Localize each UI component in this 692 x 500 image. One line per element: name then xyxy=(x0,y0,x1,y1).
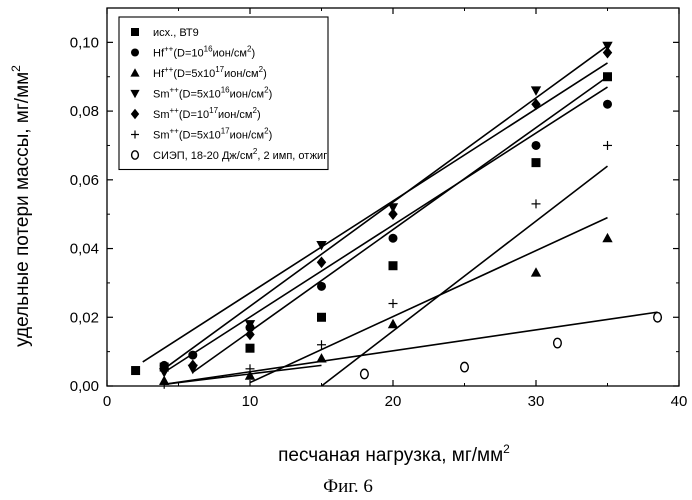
legend-label: СИЭП, 18-20 Дж/см2, 2 имп, отжиг xyxy=(153,147,327,162)
legend-label-text: ) xyxy=(269,89,273,101)
data-point-triangle-up xyxy=(531,267,541,276)
y-tick-label: 0,10 xyxy=(70,34,99,51)
legend-label-sup: ++ xyxy=(164,45,174,54)
data-point-circle xyxy=(131,49,139,57)
legend-label-sup: ++ xyxy=(164,65,174,74)
data-point-triangle-up xyxy=(316,353,326,362)
x-tick-label: 20 xyxy=(385,393,402,410)
data-point-diamond xyxy=(317,256,326,268)
legend-label-text: (D=10 xyxy=(173,48,203,60)
legend-label-text: Sm xyxy=(153,130,170,142)
x-axis-title-sup: 2 xyxy=(503,442,510,456)
legend-label-text: (D=5x10 xyxy=(179,89,221,101)
legend-label-text: исх., ВТ9 xyxy=(153,27,199,39)
data-point-square xyxy=(603,72,612,81)
data-point-plus xyxy=(603,141,612,150)
x-axis-title-text: песчаная нагрузка, мг/мм xyxy=(278,445,503,466)
legend-label-text: ион/см xyxy=(230,89,264,101)
legend-label-text: , 2 имп, отжиг xyxy=(257,150,327,162)
data-point-circle xyxy=(603,100,612,109)
data-point-square xyxy=(131,28,139,36)
fit-line-segment xyxy=(164,365,321,384)
legend-label-sup: ++ xyxy=(170,86,180,95)
legend-label-text: ) xyxy=(269,130,273,142)
legend-label-text: (D=10 xyxy=(179,109,209,121)
figure-caption: Фиг. 6 xyxy=(323,476,373,497)
x-tick-label: 0 xyxy=(103,393,111,410)
legend-label-text: (D=5x10 xyxy=(173,68,215,80)
x-tick-label: 10 xyxy=(242,393,259,410)
data-point-open-circle xyxy=(132,151,139,159)
legend-label-sup: ++ xyxy=(170,127,180,136)
y-axis-title: удельные потери массы, мг/мм2 xyxy=(9,65,33,347)
y-axis-title-text: удельные потери массы, мг/мм xyxy=(12,72,33,347)
legend: исх., ВТ9Hf++(D=1016ион/см2)Hf++(D=5x101… xyxy=(119,17,328,170)
legend-label-sup: ++ xyxy=(170,106,180,115)
y-axis-title-sup: 2 xyxy=(9,65,23,72)
x-axis-title: песчаная нагрузка, мг/мм2 xyxy=(278,442,510,466)
data-point-diamond xyxy=(388,208,397,220)
legend-label-text: СИЭП, 18-20 Дж/см xyxy=(153,150,253,162)
data-point-plus xyxy=(389,299,398,308)
legend-label-text: Sm xyxy=(153,109,170,121)
legend-label-text: ) xyxy=(257,109,261,121)
data-point-triangle-up xyxy=(388,319,398,328)
fit-line xyxy=(322,166,608,386)
legend-label-text: ион/см xyxy=(213,48,247,60)
data-point-square xyxy=(389,261,398,270)
legend-label: исх., ВТ9 xyxy=(153,27,199,39)
data-point-open-circle xyxy=(461,362,469,371)
legend-label: Sm++(D=1017ион/см2) xyxy=(153,106,261,121)
data-point-circle xyxy=(532,141,541,150)
data-point-square xyxy=(131,366,140,375)
legend-label-text: ион/см xyxy=(218,109,252,121)
legend-label-text: ) xyxy=(251,48,255,60)
y-tick-label: 0,06 xyxy=(70,172,99,189)
data-point-square xyxy=(317,313,326,322)
data-point-triangle-up xyxy=(602,233,612,242)
y-tick-label: 0,00 xyxy=(70,378,99,395)
x-tick-label: 40 xyxy=(671,393,688,410)
y-tick-label: 0,02 xyxy=(70,309,99,326)
legend-label-text: Sm xyxy=(153,89,170,101)
data-point-circle xyxy=(317,282,326,291)
y-tick-label: 0,04 xyxy=(70,241,99,258)
fit-line xyxy=(250,218,608,383)
data-point-circle xyxy=(389,234,398,243)
legend-label-text: ион/см xyxy=(230,130,264,142)
data-point-square xyxy=(246,344,255,353)
x-tick-label: 30 xyxy=(528,393,545,410)
legend-label-text: ион/см xyxy=(224,68,258,80)
data-point-plus xyxy=(532,199,541,208)
legend-label-text: (D=5x10 xyxy=(179,130,221,142)
y-tick-label: 0,08 xyxy=(70,103,99,120)
data-point-open-circle xyxy=(654,313,662,322)
legend-label-text: ) xyxy=(263,68,267,80)
data-point-circle xyxy=(188,351,197,360)
data-point-plus xyxy=(160,380,169,389)
data-point-square xyxy=(532,158,541,167)
data-point-open-circle xyxy=(361,369,369,378)
fit-line xyxy=(164,312,657,384)
data-point-open-circle xyxy=(554,338,562,347)
